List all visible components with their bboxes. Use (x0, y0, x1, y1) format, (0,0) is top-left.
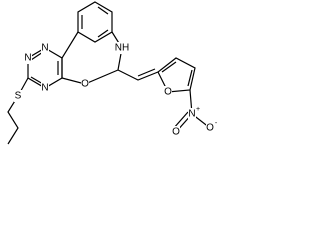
label-background (24, 52, 32, 64)
double-bond (187, 69, 193, 87)
propylthio-chain (7, 77, 29, 145)
label-background (164, 86, 172, 98)
label-background (115, 42, 129, 54)
vinyl-bond (117, 69, 159, 81)
double-bond (137, 68, 156, 77)
label-background (14, 90, 22, 102)
atom-label: N (41, 83, 48, 94)
atom-label: NH (115, 43, 129, 54)
atom-label: O (206, 123, 214, 134)
label-background (172, 126, 180, 138)
label-background (81, 78, 89, 90)
double-bond (97, 6, 109, 15)
atom-label: N (24, 53, 31, 64)
label-background (188, 108, 196, 120)
label-background (41, 82, 49, 94)
double-bond (161, 61, 177, 73)
benzene-ring (77, 1, 113, 43)
label-background (41, 42, 49, 54)
atom-label: O (164, 87, 172, 98)
atom-label: N (41, 43, 48, 54)
atom-label: N (188, 109, 195, 120)
atom-label: O (81, 79, 89, 90)
bonds (7, 1, 211, 145)
double-bond (97, 29, 109, 38)
atom-label: O (172, 127, 180, 138)
label-background (206, 122, 214, 134)
atom-label: S (15, 91, 22, 102)
atom-charge: - (215, 120, 218, 127)
atom-charge: + (196, 106, 200, 113)
